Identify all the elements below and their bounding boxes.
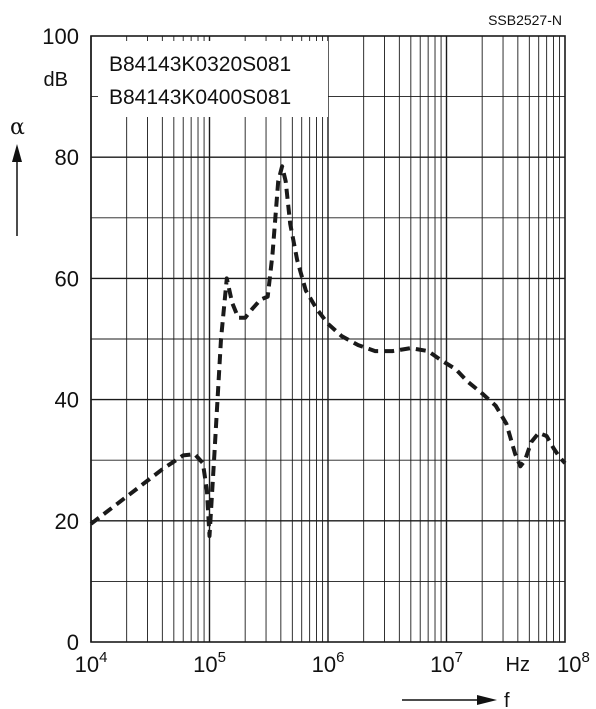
x-tick-label: 104 <box>75 649 108 677</box>
plot-frame <box>90 35 566 643</box>
x-axis-symbol: f <box>504 690 510 709</box>
legend-entry-2: B84143K0400S081 <box>109 86 291 109</box>
x-tick-labels: 104 105 106 107 108 <box>75 649 590 677</box>
legend-box <box>98 41 328 117</box>
y-axis-arrow <box>12 144 22 236</box>
grid <box>90 36 565 642</box>
legend-entry-1: B84143K0320S081 <box>109 53 291 76</box>
y-tick-label: 80 <box>55 145 79 170</box>
y-tick-label: 40 <box>55 388 79 413</box>
x-tick-label: 106 <box>312 649 345 677</box>
y-tick-label: 60 <box>55 266 79 291</box>
y-tick-label: 0 <box>67 630 79 655</box>
x-tick-label: 108 <box>557 649 590 677</box>
x-tick-label: 105 <box>193 649 226 677</box>
y-axis-symbol: α <box>10 115 25 140</box>
y-tick-label: 20 <box>55 509 79 534</box>
y-unit-label: dB <box>44 69 68 91</box>
figure-code: SSB2527-N <box>488 12 562 28</box>
y-tick-labels: 0 20 40 60 80 100 <box>42 24 79 655</box>
x-axis-arrow <box>402 695 497 705</box>
x-tick-label: 107 <box>430 649 463 677</box>
y-tick-label: 100 <box>42 24 79 49</box>
curve-series <box>89 164 567 538</box>
x-unit-label: Hz <box>506 654 530 676</box>
